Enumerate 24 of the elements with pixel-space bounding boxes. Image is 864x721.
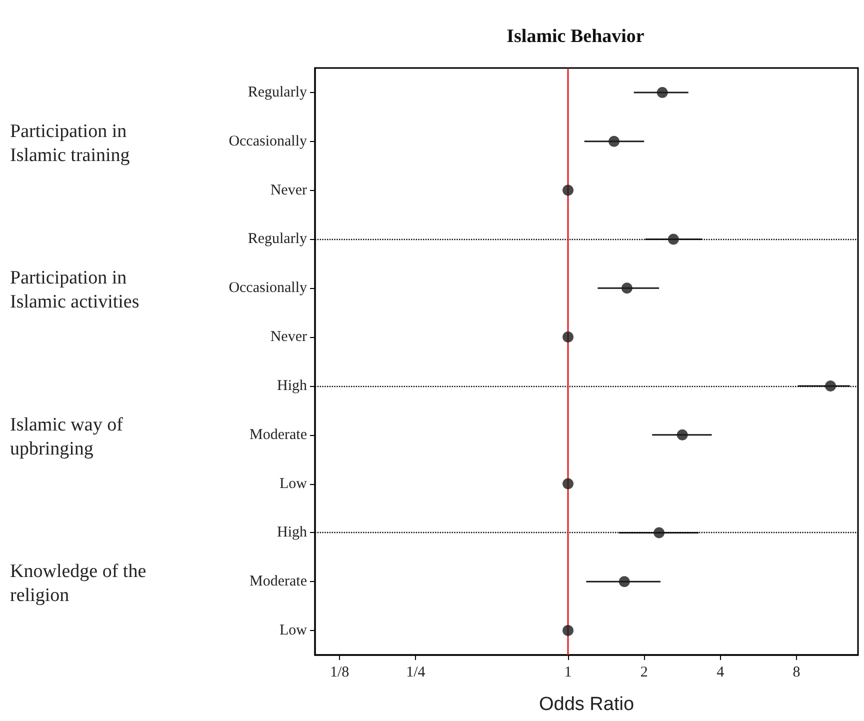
text: Participation in Islamic training xyxy=(10,120,132,166)
text: Islamic way of upbringing xyxy=(10,414,128,460)
text: Knowledge of the religion xyxy=(10,561,151,606)
x-axis-title: Odds Ratio xyxy=(538,694,634,715)
y-tick-label: Never xyxy=(270,182,307,198)
y-tick-label: Regularly xyxy=(248,231,308,248)
y-tick-label: High xyxy=(277,378,308,394)
y-tick-label: Never xyxy=(270,329,307,346)
x-tick-label: 1/4 xyxy=(406,664,426,680)
y-tick-label: High xyxy=(277,524,308,541)
y-tick-label: Moderate xyxy=(250,574,308,590)
x-tick-label: 4 xyxy=(716,664,725,680)
x-tick-label: 1 xyxy=(564,664,572,680)
y-tick-label: Low xyxy=(280,476,308,492)
x-tick-label: 8 xyxy=(792,664,800,680)
y-tick-label: Occasionally xyxy=(228,133,308,150)
x-tick-label: 1/8 xyxy=(330,664,350,680)
y-tick-label: Occasionally xyxy=(228,280,308,296)
y-tick-label: Moderate xyxy=(250,426,308,443)
chart-title: Islamic Behavior xyxy=(506,26,645,47)
x-tick-label: 2 xyxy=(640,664,648,680)
text: Participation in Islamic activities xyxy=(10,268,140,313)
y-tick-label: Low xyxy=(280,622,308,639)
y-tick-label: Regularly xyxy=(248,84,308,100)
